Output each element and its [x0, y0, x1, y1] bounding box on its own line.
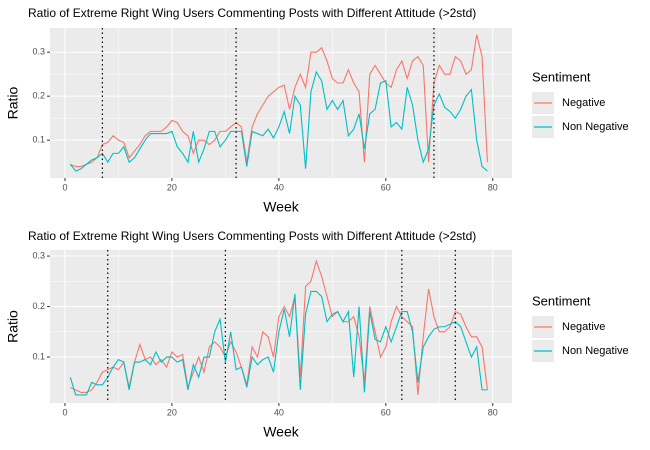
data-line	[69, 70, 488, 172]
legend-title: Sentiment	[532, 69, 591, 84]
y-tick-label: 0.3	[32, 47, 45, 57]
x-tick-label: 20	[167, 407, 177, 417]
y-tick-label: 0.2	[32, 301, 45, 311]
legend-label: Negative	[562, 97, 605, 109]
y-tick-label: 0.3	[32, 250, 45, 260]
x-tick-label: 0	[62, 407, 67, 417]
x-tick-label: 60	[381, 182, 391, 192]
x-tick-label: 80	[488, 182, 498, 192]
x-tick-label: 40	[274, 182, 284, 192]
legend-label: Non Negative	[562, 345, 629, 357]
legend-title: Sentiment	[532, 293, 591, 308]
y-tick-label: 0.1	[32, 351, 45, 361]
y-tick-label: 0.1	[32, 135, 45, 145]
data-line	[70, 259, 488, 395]
legend-label: Negative	[562, 321, 605, 333]
x-axis-title: Week	[263, 199, 300, 215]
y-axis-title: Ratio	[5, 310, 21, 343]
y-axis-title: Ratio	[5, 86, 21, 119]
data-line	[69, 290, 488, 396]
x-tick-label: 0	[62, 182, 67, 192]
y-tick-label: 0.2	[32, 91, 45, 101]
legend-label: Non Negative	[562, 121, 629, 133]
x-tick-label: 80	[488, 407, 498, 417]
x-axis-title: Week	[263, 424, 300, 440]
chart-title: Ratio of Extreme Right Wing Users Commen…	[28, 6, 476, 20]
data-line	[70, 34, 488, 168]
x-tick-label: 20	[167, 182, 177, 192]
x-tick-label: 40	[274, 407, 284, 417]
x-tick-label: 60	[381, 407, 391, 417]
chart-title: Ratio of Extreme Right Wing Users Commen…	[28, 229, 476, 243]
